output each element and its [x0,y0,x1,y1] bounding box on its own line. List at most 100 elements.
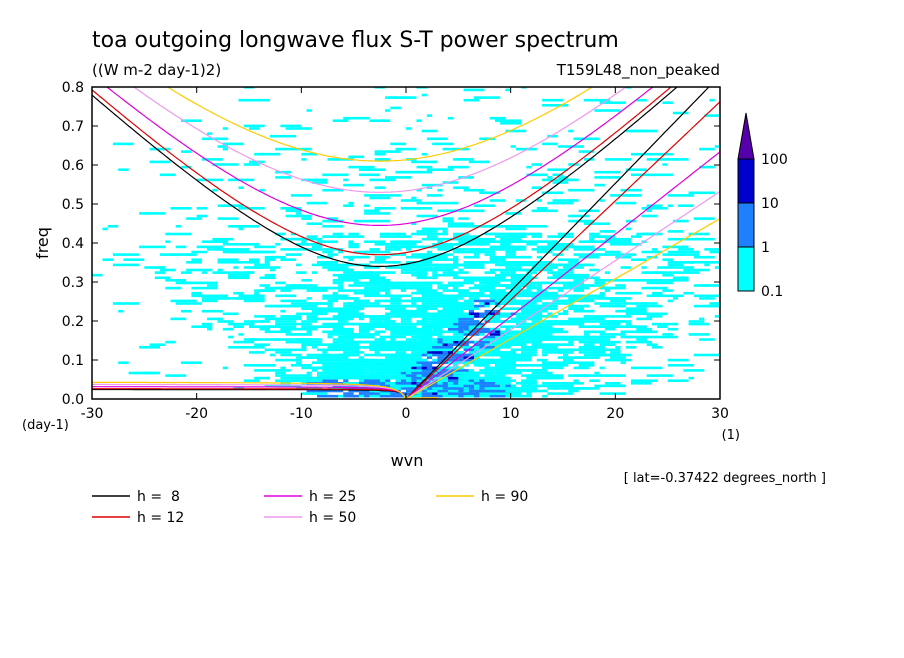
spectrum-cell [364,168,370,171]
spectrum-cell [228,346,244,349]
dispersion-curve [132,87,627,193]
spectrum-cell [578,325,600,328]
spectrum-cell [92,273,103,277]
spectrum-cell [416,119,422,122]
spectrum-cell [285,209,302,213]
spectrum-cell [526,389,548,393]
spectrum-cell [301,343,307,346]
spectrum-cell [390,96,417,99]
spectrum-cell [437,389,443,393]
spectrum-cell [468,309,474,313]
spectrum-cell [426,387,438,390]
spectrum-cell [489,366,506,370]
spectrum-cell [636,304,652,308]
spectrum-cell [228,335,234,339]
spectrum-cell [672,271,689,274]
spectrum-cell [594,281,605,285]
spectrum-cell [400,343,417,346]
spectrum-cell [338,338,354,341]
spectrum-cell [411,304,417,308]
spectrum-cell [426,194,443,197]
spectrum-cell [589,284,605,287]
spectrum-cell [468,351,474,354]
spectrum-cell [453,286,459,290]
spectrum-cell [238,227,244,231]
spectrum-cell [610,299,626,303]
spectrum-cell [657,158,679,161]
spectrum-cell [599,325,621,328]
spectrum-cell [563,353,569,357]
legend-label: h = 8 [137,489,180,505]
spectrum-cell [426,255,448,259]
spectrum-cell [259,276,276,280]
spectrum-cell [495,119,522,122]
spectrum-cell [437,335,464,339]
spectrum-cell [515,263,543,267]
spectrum-cell [495,387,522,390]
spectrum-cell [343,204,354,207]
spectrum-cell [568,389,579,393]
spectrum-cell [201,271,208,274]
spectrum-cell [264,255,281,259]
spectrum-cell [181,281,192,285]
spectrum-cell [442,271,469,274]
spectrum-cell [484,289,506,292]
spectrum-cell [641,214,658,218]
spectrum-cell [201,309,223,313]
spectrum-cell [526,271,537,274]
spectrum-cell [526,261,532,264]
spectrum-cell [474,263,485,267]
spectrum-cell [474,284,495,287]
spectrum-cell [118,168,129,171]
spectrum-cell [280,315,302,318]
spectrum-cell [578,346,605,349]
spectrum-cell [416,232,433,236]
spectrum-cell [238,294,265,298]
spectrum-cell [547,392,574,395]
spectrum-cell [515,199,527,202]
spectrum-cell [474,364,485,367]
spectrum-cell [416,392,422,395]
spectrum-cell [652,335,663,339]
spectrum-cell [652,346,663,349]
spectrum-cell [348,258,354,261]
spectrum-cell [563,358,574,362]
spectrum-cell [154,276,171,280]
spectrum-cell [599,366,605,370]
spectrum-cell [254,343,270,346]
spectrum-cell [358,392,386,395]
spectrum-cell [322,325,344,328]
spectrum-cell [317,255,333,259]
spectrum-cell [275,338,291,341]
spectrum-cell [338,376,344,380]
spectrum-cell [374,273,380,277]
spectrum-cell [489,268,516,272]
spectrum-cell [526,369,548,372]
spectrum-cell [568,338,595,341]
spectrum-cell [489,255,516,259]
spectrum-cell [468,320,480,323]
spectrum-cell [531,320,537,323]
spectrum-cell [353,312,359,316]
spectrum-cell [615,284,621,287]
spectrum-cell [458,250,474,254]
spectrum-cell [327,266,338,269]
spectrum-cell [285,333,297,336]
spectrum-cell [379,338,385,341]
spectrum-cell [432,348,459,352]
spectrum-cell [573,356,600,359]
spectrum-cell [301,340,323,344]
spectrum-cell [275,232,286,236]
spectrum-cell [170,299,197,303]
spectrum-cell [290,294,297,298]
spectrum-cell [463,188,485,192]
spectrum-cell [474,279,485,282]
spectrum-cell [364,240,385,243]
spectrum-cell [667,358,689,362]
spectrum-cell [521,312,527,316]
spectrum-cell [693,217,715,220]
spectrum-cell [542,248,569,251]
spectrum-cell [510,273,532,277]
spectrum-cell [364,346,370,349]
spectrum-cell [594,371,600,375]
